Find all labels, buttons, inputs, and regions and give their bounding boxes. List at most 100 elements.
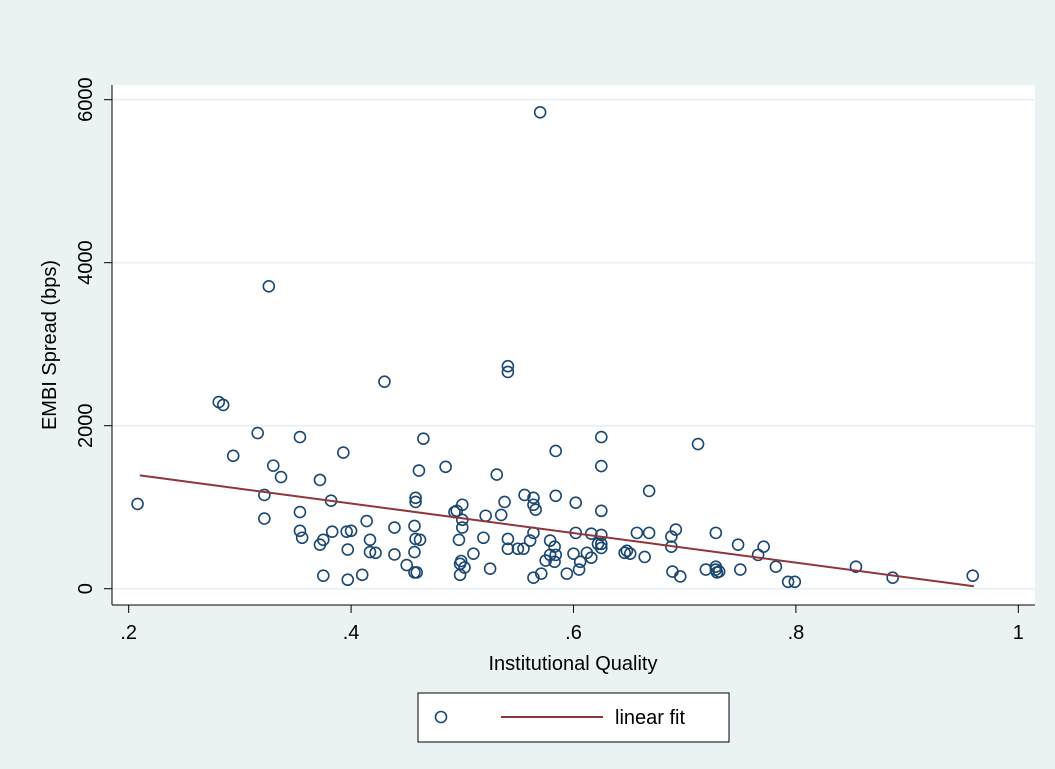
scatter-point bbox=[341, 573, 355, 587]
scatter-point bbox=[781, 575, 795, 589]
scatter-point bbox=[709, 526, 723, 540]
scatter-point bbox=[417, 432, 430, 446]
scatter-point bbox=[344, 524, 358, 538]
x-tick-label: .8 bbox=[788, 622, 805, 644]
scatter-point bbox=[534, 567, 548, 580]
scatter-point bbox=[572, 563, 586, 576]
scatter-point bbox=[584, 551, 598, 565]
scatter-point bbox=[788, 575, 802, 589]
scatter-point bbox=[620, 544, 634, 558]
scatter-point bbox=[363, 533, 377, 547]
scatter-point bbox=[595, 430, 608, 444]
scatter-point bbox=[573, 555, 587, 569]
scatter-point bbox=[369, 546, 382, 560]
scatter-point bbox=[511, 542, 525, 556]
scatter-point bbox=[595, 528, 608, 542]
scatter-point bbox=[498, 495, 511, 509]
fit-line bbox=[139, 474, 974, 588]
scatter-point bbox=[533, 106, 547, 119]
scatter-point bbox=[378, 375, 391, 388]
scatter-point bbox=[216, 398, 230, 412]
scatter-point bbox=[490, 468, 504, 481]
x-tick-label: 1 bbox=[1013, 622, 1024, 644]
scatter-point bbox=[595, 459, 608, 473]
scatter-point bbox=[412, 464, 426, 477]
y-tick-label: 4000 bbox=[75, 240, 97, 285]
scatter-point bbox=[409, 491, 422, 505]
scatter-point bbox=[467, 547, 480, 560]
scatter-point bbox=[455, 498, 469, 512]
x-axis-label: Institutional Quality bbox=[489, 653, 658, 675]
scatter-point bbox=[251, 426, 264, 440]
scatter-point bbox=[501, 365, 515, 379]
scatter-point bbox=[325, 525, 339, 538]
scatter-point bbox=[549, 444, 563, 458]
scatter-point bbox=[638, 550, 651, 564]
scatter-point bbox=[360, 514, 373, 528]
scatter-point bbox=[501, 532, 515, 546]
scatter-point bbox=[295, 531, 309, 545]
scatter-point bbox=[413, 533, 427, 547]
scatter-point bbox=[595, 504, 608, 518]
x-tick-label: .4 bbox=[343, 622, 360, 644]
scatter-point bbox=[523, 534, 537, 547]
scatter-point bbox=[340, 525, 353, 538]
scatter-point bbox=[316, 533, 330, 547]
scatter-point bbox=[355, 568, 369, 582]
scatter-point bbox=[549, 489, 563, 503]
scatter-point bbox=[439, 460, 452, 474]
scatter-point bbox=[258, 512, 271, 525]
scatter-point bbox=[518, 488, 531, 502]
scatter-point bbox=[669, 523, 683, 536]
scatter-point bbox=[341, 543, 355, 556]
scatter-point bbox=[501, 359, 515, 373]
scatter-point bbox=[673, 570, 687, 583]
scatter-point bbox=[734, 563, 747, 576]
scatter-point bbox=[569, 496, 583, 510]
y-tick-label: 2000 bbox=[75, 403, 97, 448]
scatter-point bbox=[131, 497, 144, 511]
y-tick-label: 0 bbox=[75, 583, 97, 594]
scatter-point bbox=[595, 537, 608, 551]
scatter-point bbox=[560, 567, 574, 580]
scatter-point bbox=[849, 560, 863, 573]
scatter-point bbox=[266, 459, 280, 472]
scatter-point bbox=[665, 530, 678, 543]
scatter-point bbox=[293, 505, 307, 519]
scatter-point bbox=[455, 521, 469, 534]
scatter-point bbox=[363, 545, 377, 559]
scatter-point bbox=[410, 566, 424, 579]
scatter-point bbox=[549, 548, 563, 562]
scatter-point bbox=[886, 571, 899, 584]
scatter-point bbox=[258, 488, 271, 502]
scatter-point bbox=[517, 542, 530, 556]
scatter-point bbox=[595, 541, 608, 555]
scatter-point bbox=[548, 540, 561, 554]
y-axis-label: EMBI Spread (bps) bbox=[39, 260, 61, 430]
scatter-point bbox=[483, 562, 497, 576]
scatter-point bbox=[769, 560, 783, 573]
scatter-point bbox=[642, 526, 656, 540]
scatter-point bbox=[408, 519, 421, 533]
scatter-point bbox=[642, 484, 656, 498]
scatter-point bbox=[409, 532, 422, 546]
scatter-point bbox=[262, 280, 276, 293]
scatter-point bbox=[494, 508, 508, 522]
scatter-point bbox=[409, 495, 422, 509]
scatter-point bbox=[691, 437, 705, 451]
scatter-point bbox=[527, 491, 540, 505]
scatter-point bbox=[966, 569, 980, 582]
scatter-point bbox=[274, 470, 288, 484]
scatter-point bbox=[337, 446, 350, 459]
scatter-point bbox=[527, 571, 540, 584]
scatter-point bbox=[630, 526, 644, 540]
scatter-point bbox=[757, 540, 770, 554]
scatter-point bbox=[293, 524, 307, 538]
scatter-point bbox=[458, 561, 471, 574]
scatter-point bbox=[452, 533, 466, 547]
scatter-point bbox=[731, 538, 745, 551]
scatter-point bbox=[388, 548, 401, 561]
scatter-point bbox=[618, 546, 631, 560]
scatter-point bbox=[293, 430, 307, 444]
scatter-point bbox=[712, 565, 726, 578]
